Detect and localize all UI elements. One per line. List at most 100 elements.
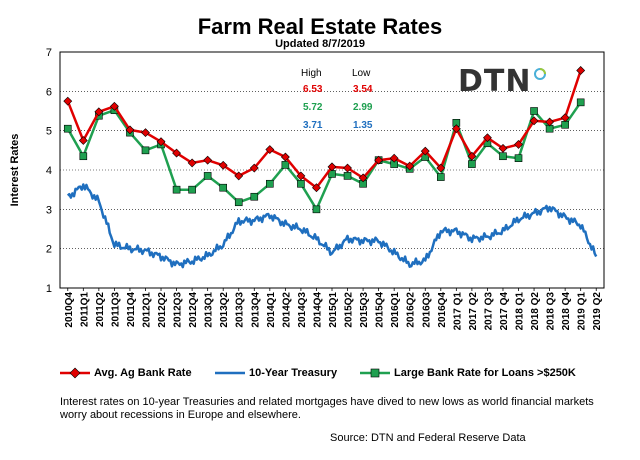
point-avg-ag-bank-rate (187, 158, 197, 168)
legend-item-treasury: 10-Year Treasury (215, 367, 337, 379)
high-low-stats-box: High Low 6.53 3.54 5.72 2.99 3.71 1.35 (291, 64, 399, 134)
point-avg-ag-bank-rate (296, 171, 306, 181)
series-line-large-bank-rate-for-loans-250k (66, 101, 582, 211)
point-avg-ag-bank-rate (234, 171, 244, 181)
stats-header-low: Low (352, 68, 371, 79)
x-tick-label: 2015Q3 (359, 292, 370, 328)
series-line-10-year-treasury (66, 183, 598, 269)
point-large-bank-rate-for-loans-250k (172, 185, 181, 194)
x-tick-label: 2014Q2 (281, 292, 292, 328)
point-large-bank-rate-for-loans-250k (297, 179, 305, 188)
x-tick-label: 2019 Q1 (577, 292, 588, 331)
x-tick-label: 2018 Q3 (546, 292, 557, 331)
x-tick-label: 2015Q2 (344, 292, 355, 328)
legend-label-ag-bank: Avg. Ag Bank Rate (94, 367, 192, 379)
point-avg-ag-bank-rate (467, 151, 477, 161)
stats-large-low: 2.99 (353, 102, 373, 113)
point-large-bank-rate-for-loans-250k (234, 198, 243, 207)
point-large-bank-rate-for-loans-250k (514, 154, 523, 162)
y-tick-label: 6 (46, 86, 52, 98)
point-avg-ag-bank-rate (249, 163, 259, 173)
point-avg-ag-bank-rate (141, 128, 150, 138)
y-tick-label: 1 (46, 283, 52, 295)
y-tick-label: 5 (46, 126, 52, 138)
stats-ag-high: 6.53 (303, 84, 323, 95)
legend-swatch-ag-bank (60, 367, 90, 379)
point-large-bank-rate-for-loans-250k (343, 172, 352, 180)
point-avg-ag-bank-rate (218, 160, 228, 170)
point-avg-ag-bank-rate (125, 125, 135, 135)
point-avg-ag-bank-rate (203, 155, 213, 165)
series-line-avg-ag-bank-rate (66, 70, 582, 189)
x-tick-label: 2018 Q2 (530, 292, 541, 331)
x-tick-label: 2016Q1 (390, 292, 401, 328)
point-avg-ag-bank-rate (514, 140, 523, 149)
chart-subtitle: Updated 8/7/2019 (275, 38, 365, 50)
x-tick-label: 2011Q2 (95, 292, 106, 327)
chart-caption: Interest rates on 10-year Treasuries and… (60, 396, 594, 421)
x-tick-label: 2015Q1 (328, 292, 339, 328)
stats-header-high: High (301, 68, 322, 79)
point-avg-ag-bank-rate (265, 145, 275, 154)
x-tick-label: 2011Q3 (110, 292, 121, 327)
point-avg-ag-bank-rate (545, 117, 555, 127)
point-avg-ag-bank-rate (327, 162, 337, 172)
x-tick-label: 2013Q4 (250, 292, 261, 328)
x-tick-label: 2010Q4 (64, 292, 75, 328)
series-group (63, 66, 598, 269)
point-avg-ag-bank-rate (312, 183, 321, 193)
point-avg-ag-bank-rate (109, 101, 119, 111)
point-large-bank-rate-for-loans-250k (63, 124, 72, 133)
x-tick-label: 2018 Q1 (515, 292, 526, 331)
y-tick-label: 3 (46, 204, 52, 216)
point-large-bank-rate-for-loans-250k (499, 152, 507, 161)
point-avg-ag-bank-rate (78, 136, 88, 145)
x-tick-label: 2012Q2 (157, 292, 168, 328)
x-tick-label: 2014Q4 (312, 292, 323, 328)
x-tick-label: 2017 Q1 (452, 292, 463, 331)
y-tick-label: 4 (46, 165, 52, 177)
x-tick-label: 2014Q3 (297, 292, 308, 328)
point-avg-ag-bank-rate (343, 163, 352, 173)
point-large-bank-rate-for-loans-250k (468, 160, 476, 168)
point-large-bank-rate-for-loans-250k (188, 185, 196, 194)
x-tick-label: 2016Q3 (421, 292, 432, 328)
point-large-bank-rate-for-loans-250k (281, 161, 290, 169)
chart-legend: Avg. Ag Bank Rate 10-Year Treasury Large… (60, 367, 630, 385)
point-avg-ag-bank-rate (451, 124, 461, 134)
stats-ag-low: 3.54 (353, 84, 373, 95)
x-tick-label: 2011Q1 (79, 292, 90, 327)
point-avg-ag-bank-rate (172, 148, 181, 158)
point-avg-ag-bank-rate (358, 173, 368, 183)
legend-label-large-bank: Large Bank Rate for Loans >$250K (394, 367, 576, 379)
x-tick-label: 2019 Q2 (592, 292, 603, 331)
dtn-logo-text: DTN (458, 63, 532, 99)
point-large-bank-rate-for-loans-250k (266, 179, 274, 188)
x-tick-label: 2012Q4 (188, 292, 199, 328)
chart-title: Farm Real Estate Rates (197, 14, 443, 39)
y-axis-ticks: 1 2 3 4 5 6 7 (46, 47, 52, 295)
x-tick-label: 2013Q3 (235, 292, 246, 328)
point-large-bank-rate-for-loans-250k (576, 98, 585, 107)
point-avg-ag-bank-rate (420, 146, 430, 156)
legend-swatch-large-bank (360, 368, 390, 378)
dtn-logo: DTN (458, 63, 547, 99)
point-large-bank-rate-for-loans-250k (79, 152, 88, 161)
point-large-bank-rate-for-loans-250k (203, 172, 212, 180)
x-tick-label: 2013Q1 (204, 292, 215, 328)
point-large-bank-rate-for-loans-250k (141, 146, 150, 155)
point-large-bank-rate-for-loans-250k (530, 107, 538, 115)
point-large-bank-rate-for-loans-250k (250, 192, 259, 201)
y-tick-label: 7 (46, 47, 52, 59)
x-tick-label: 2015Q4 (375, 292, 386, 328)
x-tick-label: 2016Q2 (406, 292, 417, 328)
chart-source: Source: DTN and Federal Reserve Data (330, 432, 526, 444)
x-tick-label: 2017 Q4 (499, 292, 510, 331)
x-tick-label: 2018 Q4 (561, 292, 572, 331)
x-tick-label: 2016Q4 (437, 292, 448, 328)
x-tick-label: 2017 Q2 (468, 292, 479, 331)
dtn-logo-dot-icon (534, 68, 547, 80)
stats-treasury-high: 3.71 (303, 120, 323, 131)
legend-label-treasury: 10-Year Treasury (249, 367, 338, 379)
stats-large-high: 5.72 (303, 102, 323, 113)
